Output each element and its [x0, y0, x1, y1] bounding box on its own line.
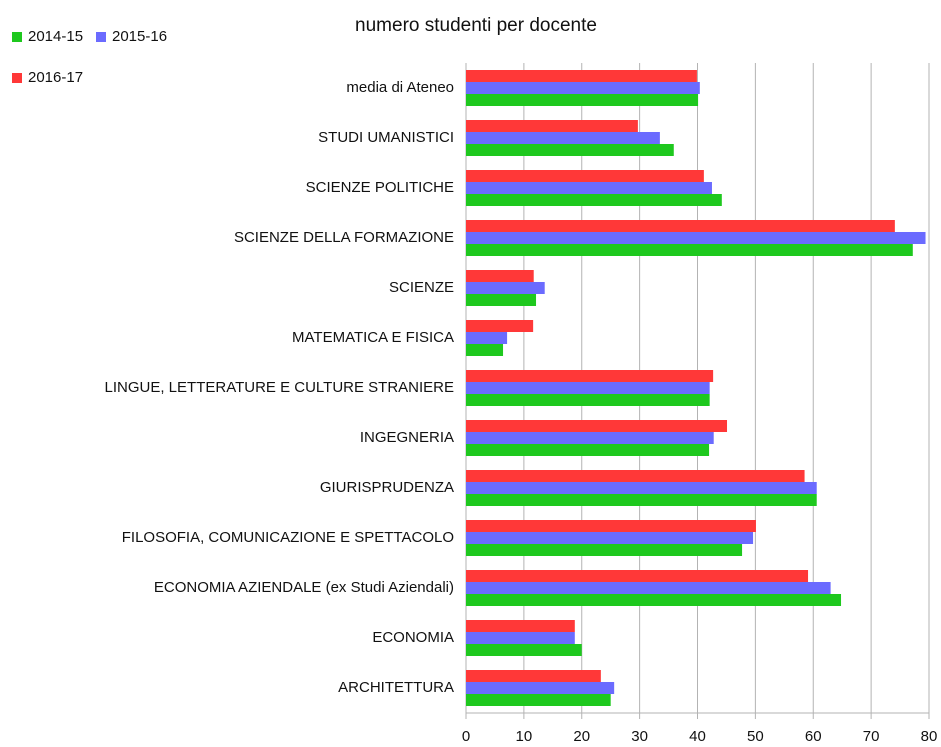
- y-tick-label: ECONOMIA: [372, 629, 454, 646]
- bar: [466, 520, 756, 532]
- y-tick-label: SCIENZE DELLA FORMAZIONE: [234, 229, 454, 246]
- y-tick-label: media di Ateneo: [346, 79, 454, 96]
- x-tick-label: 20: [573, 728, 590, 745]
- bar: [466, 382, 710, 394]
- bar: [466, 544, 743, 556]
- x-tick-label: 30: [631, 728, 648, 745]
- bar: [466, 482, 817, 494]
- bar: [466, 70, 697, 82]
- x-tick-label: 40: [689, 728, 706, 745]
- bar: [466, 682, 615, 694]
- bar: [466, 694, 611, 706]
- bar: [466, 170, 704, 182]
- legend-label: 2014-15: [28, 28, 83, 45]
- bar: [466, 644, 582, 656]
- bar: [466, 470, 805, 482]
- bar: [466, 420, 728, 432]
- bar: [466, 632, 575, 644]
- x-tick-label: 60: [805, 728, 822, 745]
- y-tick-label: LINGUE, LETTERATURE E CULTURE STRANIERE: [105, 379, 455, 396]
- bar: [466, 220, 895, 232]
- y-tick-label: STUDI UMANISTICI: [318, 129, 454, 146]
- legend-swatch: [12, 32, 22, 42]
- x-tick-label: 0: [462, 728, 470, 745]
- bar: [466, 494, 817, 506]
- bar: [466, 294, 537, 306]
- bar: [466, 670, 601, 682]
- y-tick-label: GIURISPRUDENZA: [320, 479, 454, 496]
- legend-label: 2015-16: [112, 28, 167, 45]
- bar: [466, 620, 575, 632]
- bar: [466, 582, 831, 594]
- bar: [466, 232, 926, 244]
- y-tick-label: ARCHITETTURA: [338, 679, 454, 696]
- bar: [466, 320, 534, 332]
- bar: [466, 432, 714, 444]
- y-tick-label: SCIENZE POLITICHE: [306, 179, 454, 196]
- bar: [466, 194, 722, 206]
- x-tick-label: 70: [863, 728, 880, 745]
- legend-swatch: [96, 32, 106, 42]
- x-tick-label: 50: [747, 728, 764, 745]
- bar: [466, 282, 545, 294]
- bar: [466, 394, 710, 406]
- bar: [466, 120, 638, 132]
- bar: [466, 182, 712, 194]
- bar: [466, 144, 674, 156]
- bar: [466, 570, 809, 582]
- legend-label: 2016-17: [28, 69, 83, 86]
- y-tick-label: FILOSOFIA, COMUNICAZIONE E SPETTACOLO: [122, 529, 454, 546]
- bar: [466, 370, 714, 382]
- bar: [466, 594, 842, 606]
- legend-swatch: [12, 73, 22, 83]
- bar: [466, 132, 660, 144]
- y-tick-label: SCIENZE: [389, 279, 454, 296]
- y-tick-label: ECONOMIA AZIENDALE (ex Studi Aziendali): [154, 579, 454, 596]
- bar: [466, 244, 913, 256]
- x-tick-label: 10: [516, 728, 533, 745]
- chart-title: numero studenti per docente: [355, 15, 597, 36]
- bar: [466, 444, 710, 456]
- bar: [466, 270, 534, 282]
- y-tick-label: INGEGNERIA: [360, 429, 454, 446]
- x-tick-label: 80: [921, 728, 938, 745]
- y-tick-label: MATEMATICA E FISICA: [292, 329, 454, 346]
- bar: [466, 82, 700, 94]
- bar: [466, 344, 504, 356]
- bar: [466, 94, 699, 106]
- bar: [466, 532, 754, 544]
- bar: [466, 332, 508, 344]
